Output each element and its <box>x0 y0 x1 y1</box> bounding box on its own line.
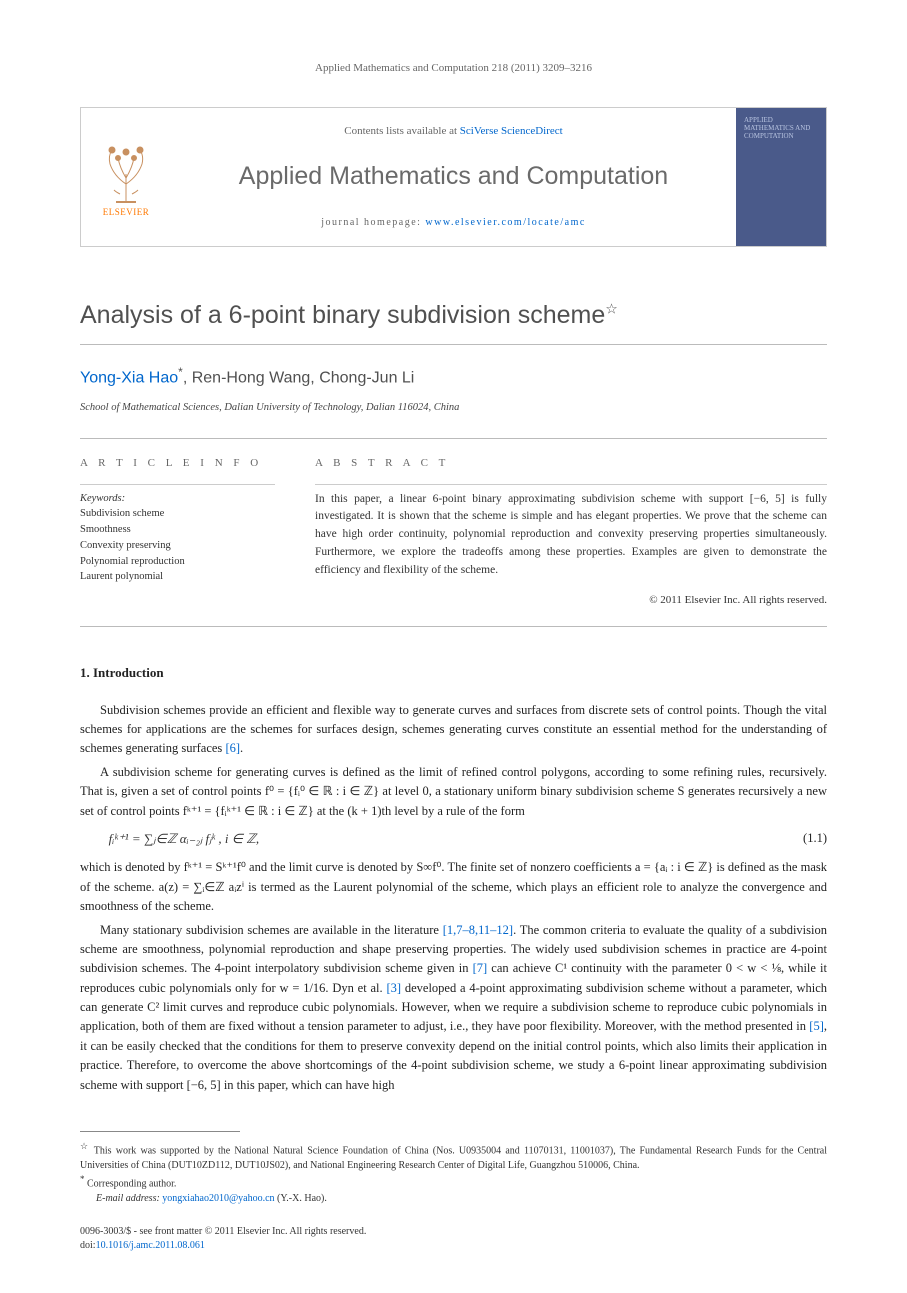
p1a: Subdivision schemes provide an efficient… <box>80 703 827 756</box>
equation-number: (1.1) <box>803 829 827 848</box>
intro-para-4: Many stationary subdivision schemes are … <box>80 921 827 1095</box>
title-text: Analysis of a 6-point binary subdivision… <box>80 301 605 329</box>
elsevier-tree-icon <box>96 134 156 204</box>
article-info-label: A R T I C L E I N F O <box>80 455 275 472</box>
cover-title: APPLIED MATHEMATICS AND COMPUTATION <box>744 116 818 141</box>
footnote-star-icon: ☆ <box>80 1141 90 1151</box>
keywords-head: Keywords: <box>80 491 275 507</box>
keyword-item: Laurent polynomial <box>80 569 275 585</box>
homepage-line: journal homepage: www.elsevier.com/locat… <box>321 215 586 230</box>
keyword-item: Smoothness <box>80 522 275 538</box>
author-1[interactable]: Yong-Xia Hao <box>80 369 178 386</box>
footnote-asterisk-icon: * <box>80 1174 85 1184</box>
elsevier-logo-block: ELSEVIER <box>81 108 171 246</box>
homepage-link[interactable]: www.elsevier.com/locate/amc <box>425 217 585 228</box>
ref-5[interactable]: [5] <box>809 1019 824 1033</box>
title-rule <box>80 344 827 345</box>
doi-link[interactable]: 10.1016/j.amc.2011.08.061 <box>96 1240 205 1251</box>
elsevier-label: ELSEVIER <box>103 206 150 220</box>
info-abstract-row: A R T I C L E I N F O Keywords: Subdivis… <box>80 455 827 608</box>
keyword-item: Polynomial reproduction <box>80 554 275 570</box>
journal-reference: Applied Mathematics and Computation 218 … <box>80 60 827 77</box>
footnote-rule <box>80 1131 240 1132</box>
author-2: Ren-Hong Wang <box>192 369 311 386</box>
doi-prefix: doi: <box>80 1240 96 1251</box>
issn-line: 0096-3003/$ - see front matter © 2011 El… <box>80 1225 827 1239</box>
ref-7[interactable]: [7] <box>473 961 488 975</box>
footnote-corresponding: * Corresponding author. <box>80 1173 827 1192</box>
footnote-funding: ☆ This work was supported by the Nationa… <box>80 1140 827 1173</box>
sciencedirect-link[interactable]: SciVerse ScienceDirect <box>460 125 563 137</box>
abstract-col: A B S T R A C T In this paper, a linear … <box>315 455 827 608</box>
header-center: Contents lists available at SciVerse Sci… <box>171 108 736 246</box>
intro-para-2: A subdivision scheme for generating curv… <box>80 763 827 821</box>
intro-para-3: which is denoted by fᵏ⁺¹ = Sᵏ⁺¹f⁰ and th… <box>80 858 827 916</box>
journal-header-box: ELSEVIER Contents lists available at Sci… <box>80 107 827 247</box>
email-label: E-mail address: <box>96 1193 162 1204</box>
sep1: , <box>183 369 192 386</box>
article-title: Analysis of a 6-point binary subdivision… <box>80 297 827 335</box>
article-info-col: A R T I C L E I N F O Keywords: Subdivis… <box>80 455 275 608</box>
keyword-item: Subdivision scheme <box>80 506 275 522</box>
intro-para-1: Subdivision schemes provide an efficient… <box>80 701 827 759</box>
copyright-line: © 2011 Elsevier Inc. All rights reserved… <box>315 592 827 609</box>
title-footnote-star: ☆ <box>605 300 618 316</box>
abstract-text: In this paper, a linear 6-point binary a… <box>315 491 827 580</box>
homepage-prefix: journal homepage: <box>321 217 425 228</box>
email-link[interactable]: yongxiahao2010@yahoo.cn <box>162 1193 274 1204</box>
email-suffix: (Y.-X. Hao). <box>275 1193 327 1204</box>
journal-title: Applied Mathematics and Computation <box>239 158 668 196</box>
equation-1-1: fᵢᵏ⁺¹ = ∑ⱼ∈ℤ αᵢ₋₂ⱼ fⱼᵏ , i ∈ ℤ, <box>109 829 803 849</box>
p1b: . <box>240 741 243 755</box>
ref-multi[interactable]: [1,7–8,11–12] <box>443 923 513 937</box>
contents-line: Contents lists available at SciVerse Sci… <box>344 123 562 140</box>
doi-line: doi:10.1016/j.amc.2011.08.061 <box>80 1239 827 1253</box>
meta-rule-top <box>80 438 827 439</box>
section-heading-intro: 1. Introduction <box>80 663 827 683</box>
footnote-funding-text: This work was supported by the National … <box>80 1145 827 1171</box>
sep2: , <box>310 369 319 386</box>
ref-3[interactable]: [3] <box>386 981 401 995</box>
journal-cover-thumbnail: APPLIED MATHEMATICS AND COMPUTATION <box>736 108 826 246</box>
authors-line: Yong-Xia Hao*, Ren-Hong Wang, Chong-Jun … <box>80 363 827 390</box>
footnote-corr-text: Corresponding author. <box>87 1179 176 1190</box>
kw-rule <box>80 484 275 485</box>
equation-1-1-row: fᵢᵏ⁺¹ = ∑ⱼ∈ℤ αᵢ₋₂ⱼ fⱼᵏ , i ∈ ℤ, (1.1) <box>80 829 827 849</box>
keyword-item: Convexity preserving <box>80 538 275 554</box>
abstract-rule <box>315 484 827 485</box>
bottom-block: 0096-3003/$ - see front matter © 2011 El… <box>80 1225 827 1253</box>
affiliation: School of Mathematical Sciences, Dalian … <box>80 400 827 416</box>
abstract-label: A B S T R A C T <box>315 455 827 472</box>
p4a: Many stationary subdivision schemes are … <box>100 923 443 937</box>
author-3: Chong-Jun Li <box>319 369 414 386</box>
meta-rule-bottom <box>80 626 827 627</box>
footnote-email: E-mail address: yongxiahao2010@yahoo.cn … <box>80 1192 827 1207</box>
ref-6[interactable]: [6] <box>225 741 240 755</box>
contents-prefix: Contents lists available at <box>344 125 459 137</box>
